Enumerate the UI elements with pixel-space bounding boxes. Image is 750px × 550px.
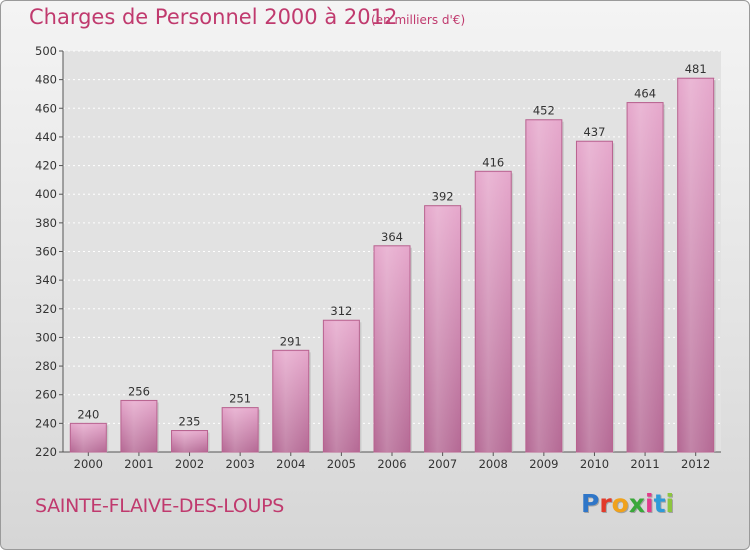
y-tick-label: 300 xyxy=(35,330,57,344)
value-label-2006: 364 xyxy=(381,230,403,244)
bar-highlight xyxy=(678,79,713,452)
x-tick-label-2004: 2004 xyxy=(276,457,305,471)
value-label-2002: 235 xyxy=(179,415,201,429)
bar-highlight xyxy=(71,424,106,452)
bar-highlight xyxy=(172,431,207,452)
x-tick-label-2001: 2001 xyxy=(124,457,153,471)
x-tick-label-2003: 2003 xyxy=(226,457,255,471)
proxiti-logo: Proxiti xyxy=(581,489,674,518)
x-tick-label-2006: 2006 xyxy=(377,457,406,471)
bar-highlight xyxy=(425,206,460,452)
y-tick-label: 480 xyxy=(35,73,57,87)
value-label-2004: 291 xyxy=(280,334,302,348)
x-tick-label-2005: 2005 xyxy=(327,457,356,471)
y-tick-label: 320 xyxy=(35,302,57,316)
value-label-2011: 464 xyxy=(634,87,656,101)
bar-highlight xyxy=(273,351,308,452)
y-tick-label: 360 xyxy=(35,245,57,259)
bar-highlight xyxy=(121,401,156,452)
value-label-2005: 312 xyxy=(330,304,352,318)
x-tick-label-2007: 2007 xyxy=(428,457,457,471)
x-tick-label-2000: 2000 xyxy=(74,457,103,471)
y-tick-label: 240 xyxy=(35,416,57,430)
value-label-2007: 392 xyxy=(432,190,454,204)
bar-highlight xyxy=(223,408,258,452)
x-tick-label-2008: 2008 xyxy=(479,457,508,471)
value-label-2010: 437 xyxy=(583,125,605,139)
bar-highlight xyxy=(375,246,409,452)
y-tick-label: 500 xyxy=(35,44,57,58)
chart-subtitle: (en milliers d'€) xyxy=(371,13,466,27)
y-tick-label: 260 xyxy=(35,388,57,402)
value-label-2000: 240 xyxy=(77,407,99,421)
chart-title: Charges de Personnel 2000 à 2012 xyxy=(29,5,398,29)
y-tick-label: 400 xyxy=(35,187,57,201)
y-tick-label: 340 xyxy=(35,273,57,287)
y-tick-label: 440 xyxy=(35,130,57,144)
x-tick-label-2009: 2009 xyxy=(529,457,558,471)
bar-highlight xyxy=(324,321,359,452)
y-tick-label: 460 xyxy=(35,101,57,115)
y-tick-label: 220 xyxy=(35,445,57,459)
logo-letter: i xyxy=(665,489,675,518)
bar-highlight xyxy=(526,120,561,452)
commune-name: SAINTE-FLAIVE-DES-LOUPS xyxy=(35,495,285,517)
logo-letter: r xyxy=(599,489,612,518)
x-tick-label-2010: 2010 xyxy=(580,457,609,471)
y-tick-label: 420 xyxy=(35,159,57,173)
x-tick-label-2011: 2011 xyxy=(630,457,659,471)
logo-letter: P xyxy=(581,489,600,518)
y-tick-label: 380 xyxy=(35,216,57,230)
label-layer: 240 2000 256 2001 235 2002 251 2003 291 2004 312 20… xyxy=(74,62,711,471)
value-label-2003: 251 xyxy=(229,392,251,406)
value-label-2001: 256 xyxy=(128,384,150,398)
y-tick-label: 280 xyxy=(35,359,57,373)
logo-letter: x xyxy=(628,489,645,518)
bar-highlight xyxy=(628,103,663,453)
logo-letter: t xyxy=(653,489,666,518)
value-label-2008: 416 xyxy=(482,155,504,169)
logo-letter: i xyxy=(645,489,654,518)
logo-letter: o xyxy=(611,489,629,518)
value-label-2009: 452 xyxy=(533,104,555,118)
value-label-2012: 481 xyxy=(685,62,707,76)
bar-layer xyxy=(69,77,716,453)
x-tick-label-2002: 2002 xyxy=(175,457,204,471)
bar-highlight xyxy=(577,142,612,452)
x-tick-label-2012: 2012 xyxy=(681,457,710,471)
bar-highlight xyxy=(476,172,511,453)
